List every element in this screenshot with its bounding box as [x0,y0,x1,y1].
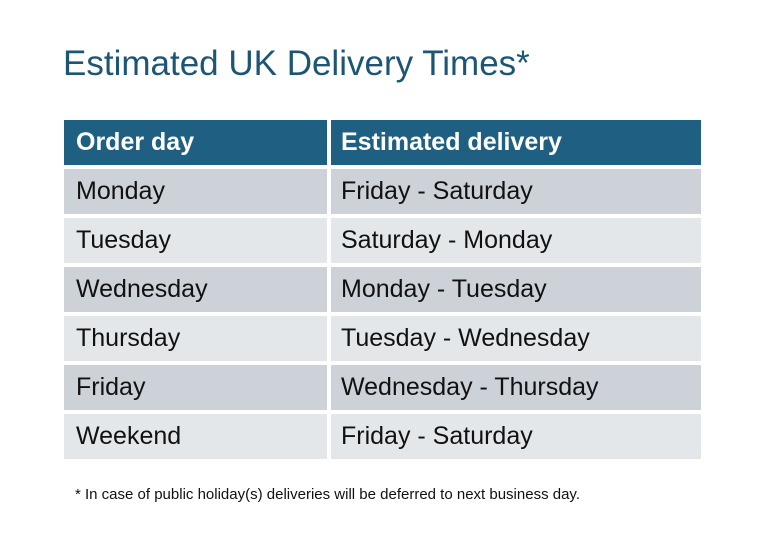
table-row: Thursday Tuesday - Wednesday [64,316,701,361]
order-day-cell: Thursday [64,316,327,361]
order-day-cell: Wednesday [64,267,327,312]
order-day-cell: Friday [64,365,327,410]
delivery-cell: Tuesday - Wednesday [331,316,701,361]
order-day-cell: Weekend [64,414,327,459]
delivery-cell: Monday - Tuesday [331,267,701,312]
table-row: Tuesday Saturday - Monday [64,218,701,263]
page-title: Estimated UK Delivery Times* [63,44,530,83]
delivery-table: Order day Estimated delivery Monday Frid… [64,120,701,463]
delivery-cell: Friday - Saturday [331,169,701,214]
order-day-cell: Monday [64,169,327,214]
delivery-cell: Friday - Saturday [331,414,701,459]
table-row: Weekend Friday - Saturday [64,414,701,459]
table-row: Wednesday Monday - Tuesday [64,267,701,312]
table-header-row: Order day Estimated delivery [64,120,701,165]
header-order-day: Order day [64,120,327,165]
table-row: Friday Wednesday - Thursday [64,365,701,410]
order-day-cell: Tuesday [64,218,327,263]
delivery-cell: Wednesday - Thursday [331,365,701,410]
header-estimated-delivery: Estimated delivery [331,120,701,165]
table-row: Monday Friday - Saturday [64,169,701,214]
footnote: * In case of public holiday(s) deliverie… [75,486,580,503]
delivery-cell: Saturday - Monday [331,218,701,263]
